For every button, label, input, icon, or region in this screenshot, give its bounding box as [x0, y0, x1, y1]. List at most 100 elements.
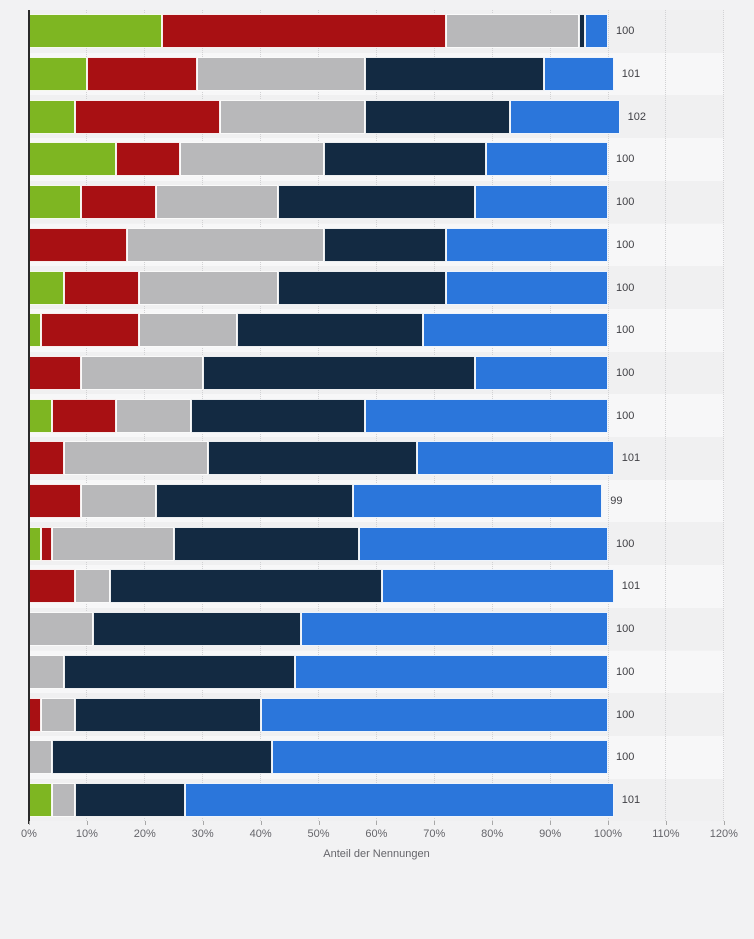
- bar-segment-gray[interactable]: [220, 99, 365, 134]
- bar-segment-green[interactable]: [29, 526, 41, 561]
- bar-segment-dark-blue[interactable]: [75, 782, 186, 817]
- bar-segment-green[interactable]: [29, 14, 163, 49]
- bar-segment-dark-blue[interactable]: [324, 142, 487, 177]
- bar-segment-blue[interactable]: [509, 99, 620, 134]
- bar-segment-dark-blue[interactable]: [63, 654, 296, 689]
- axis-tick-label: 80%: [481, 828, 504, 841]
- bar-segment-blue[interactable]: [272, 740, 608, 775]
- bar-row: [29, 185, 608, 220]
- bar-segment-gray[interactable]: [29, 740, 53, 775]
- bar-segment-dark-blue[interactable]: [110, 569, 383, 604]
- bar-segment-blue[interactable]: [301, 612, 608, 647]
- bar-segment-gray[interactable]: [139, 270, 278, 305]
- bar-segment-dark-blue[interactable]: [202, 355, 475, 390]
- bar-segment-dark-red[interactable]: [29, 484, 82, 519]
- bar-value-label: 100: [616, 751, 635, 764]
- bar-segment-dark-red[interactable]: [115, 142, 180, 177]
- axis-tick-label: 30%: [191, 828, 214, 841]
- bar-segment-gray[interactable]: [52, 782, 76, 817]
- bar-segment-green[interactable]: [29, 57, 87, 92]
- bar-segment-gray[interactable]: [196, 57, 365, 92]
- bar-segment-blue[interactable]: [445, 270, 608, 305]
- bar-segment-blue[interactable]: [445, 227, 608, 262]
- bar-segment-dark-blue[interactable]: [364, 99, 510, 134]
- bar-segment-dark-red[interactable]: [29, 355, 82, 390]
- bar-segment-dark-red[interactable]: [52, 398, 116, 433]
- bar-segment-gray[interactable]: [179, 142, 325, 177]
- axis-tick-label: 0%: [21, 828, 37, 841]
- bar-segment-green[interactable]: [29, 142, 116, 177]
- bar-segment-blue[interactable]: [422, 313, 608, 348]
- bar-segment-dark-blue[interactable]: [364, 57, 545, 92]
- axis-tick-label: 100%: [593, 828, 623, 841]
- bar-segment-dark-red[interactable]: [162, 14, 446, 49]
- bar-segment-dark-red[interactable]: [29, 441, 64, 476]
- bar-segment-blue[interactable]: [359, 526, 608, 561]
- bar-segment-blue[interactable]: [295, 654, 608, 689]
- bar-segment-green[interactable]: [29, 782, 53, 817]
- bar-segment-gray[interactable]: [127, 227, 325, 262]
- bar-segment-dark-blue[interactable]: [92, 612, 302, 647]
- bar-segment-blue[interactable]: [353, 484, 603, 519]
- bar-segment-gray[interactable]: [139, 313, 238, 348]
- bar-segment-dark-red[interactable]: [29, 227, 128, 262]
- bar-segment-gray[interactable]: [75, 569, 111, 604]
- bar-segment-dark-blue[interactable]: [173, 526, 359, 561]
- bar-segment-green[interactable]: [29, 398, 53, 433]
- bar-segment-blue[interactable]: [382, 569, 614, 604]
- bar-segment-dark-red[interactable]: [40, 526, 53, 561]
- bar-value-label: 100: [616, 25, 635, 38]
- bar-segment-gray[interactable]: [29, 612, 93, 647]
- bar-segment-dark-red[interactable]: [63, 270, 139, 305]
- bar-segment-gray[interactable]: [81, 355, 203, 390]
- bar-segment-dark-blue[interactable]: [156, 484, 354, 519]
- bar-segment-dark-red[interactable]: [81, 185, 157, 220]
- bar-segment-blue[interactable]: [584, 14, 608, 49]
- bar-row: [29, 740, 608, 775]
- bar-segment-blue[interactable]: [364, 398, 608, 433]
- bar-segment-gray[interactable]: [63, 441, 209, 476]
- bar-segment-blue[interactable]: [260, 697, 608, 732]
- bar-segment-dark-red[interactable]: [29, 569, 76, 604]
- bar-segment-dark-blue[interactable]: [579, 14, 585, 49]
- bar-segment-blue[interactable]: [474, 185, 608, 220]
- bar-value-label: 101: [621, 68, 641, 81]
- bar-segment-dark-blue[interactable]: [75, 697, 261, 732]
- bar-segment-gray[interactable]: [40, 697, 76, 732]
- axis-tick: [492, 821, 494, 826]
- axis-tick-label: 10%: [75, 828, 98, 841]
- bar-row: [29, 697, 608, 732]
- bar-segment-green[interactable]: [29, 313, 41, 348]
- bar-row: [29, 526, 608, 561]
- bar-segment-dark-blue[interactable]: [52, 740, 273, 775]
- bar-segment-dark-blue[interactable]: [277, 270, 446, 305]
- bar-segment-gray[interactable]: [156, 185, 278, 220]
- bar-segment-gray[interactable]: [52, 526, 174, 561]
- bar-segment-green[interactable]: [29, 270, 64, 305]
- bar-segment-dark-blue[interactable]: [324, 227, 446, 262]
- bar-segment-blue[interactable]: [474, 355, 608, 390]
- bar-segment-blue[interactable]: [185, 782, 614, 817]
- bar-segment-green[interactable]: [29, 99, 76, 134]
- bar-segment-dark-red[interactable]: [29, 697, 41, 732]
- bar-segment-gray[interactable]: [115, 398, 192, 433]
- bar-segment-green[interactable]: [29, 185, 82, 220]
- axis-tick: [550, 821, 552, 826]
- bar-segment-blue[interactable]: [544, 57, 614, 92]
- bar-segment-dark-red[interactable]: [40, 313, 139, 348]
- bar-segment-dark-red[interactable]: [75, 99, 221, 134]
- bar-segment-dark-blue[interactable]: [208, 441, 417, 476]
- bar-row: [29, 227, 608, 262]
- bar-segment-gray[interactable]: [29, 654, 64, 689]
- bar-segment-dark-blue[interactable]: [237, 313, 423, 348]
- bar-segment-gray[interactable]: [81, 484, 157, 519]
- bar-segment-dark-blue[interactable]: [277, 185, 475, 220]
- axis-tick-label: 40%: [249, 828, 272, 841]
- bar-segment-gray[interactable]: [445, 14, 580, 49]
- bar-segment-blue[interactable]: [416, 441, 614, 476]
- axis-tick: [723, 821, 725, 826]
- bar-segment-dark-blue[interactable]: [191, 398, 365, 433]
- bar-segment-dark-red[interactable]: [86, 57, 197, 92]
- bar-segment-blue[interactable]: [486, 142, 608, 177]
- bar-value-label: 99: [610, 495, 623, 508]
